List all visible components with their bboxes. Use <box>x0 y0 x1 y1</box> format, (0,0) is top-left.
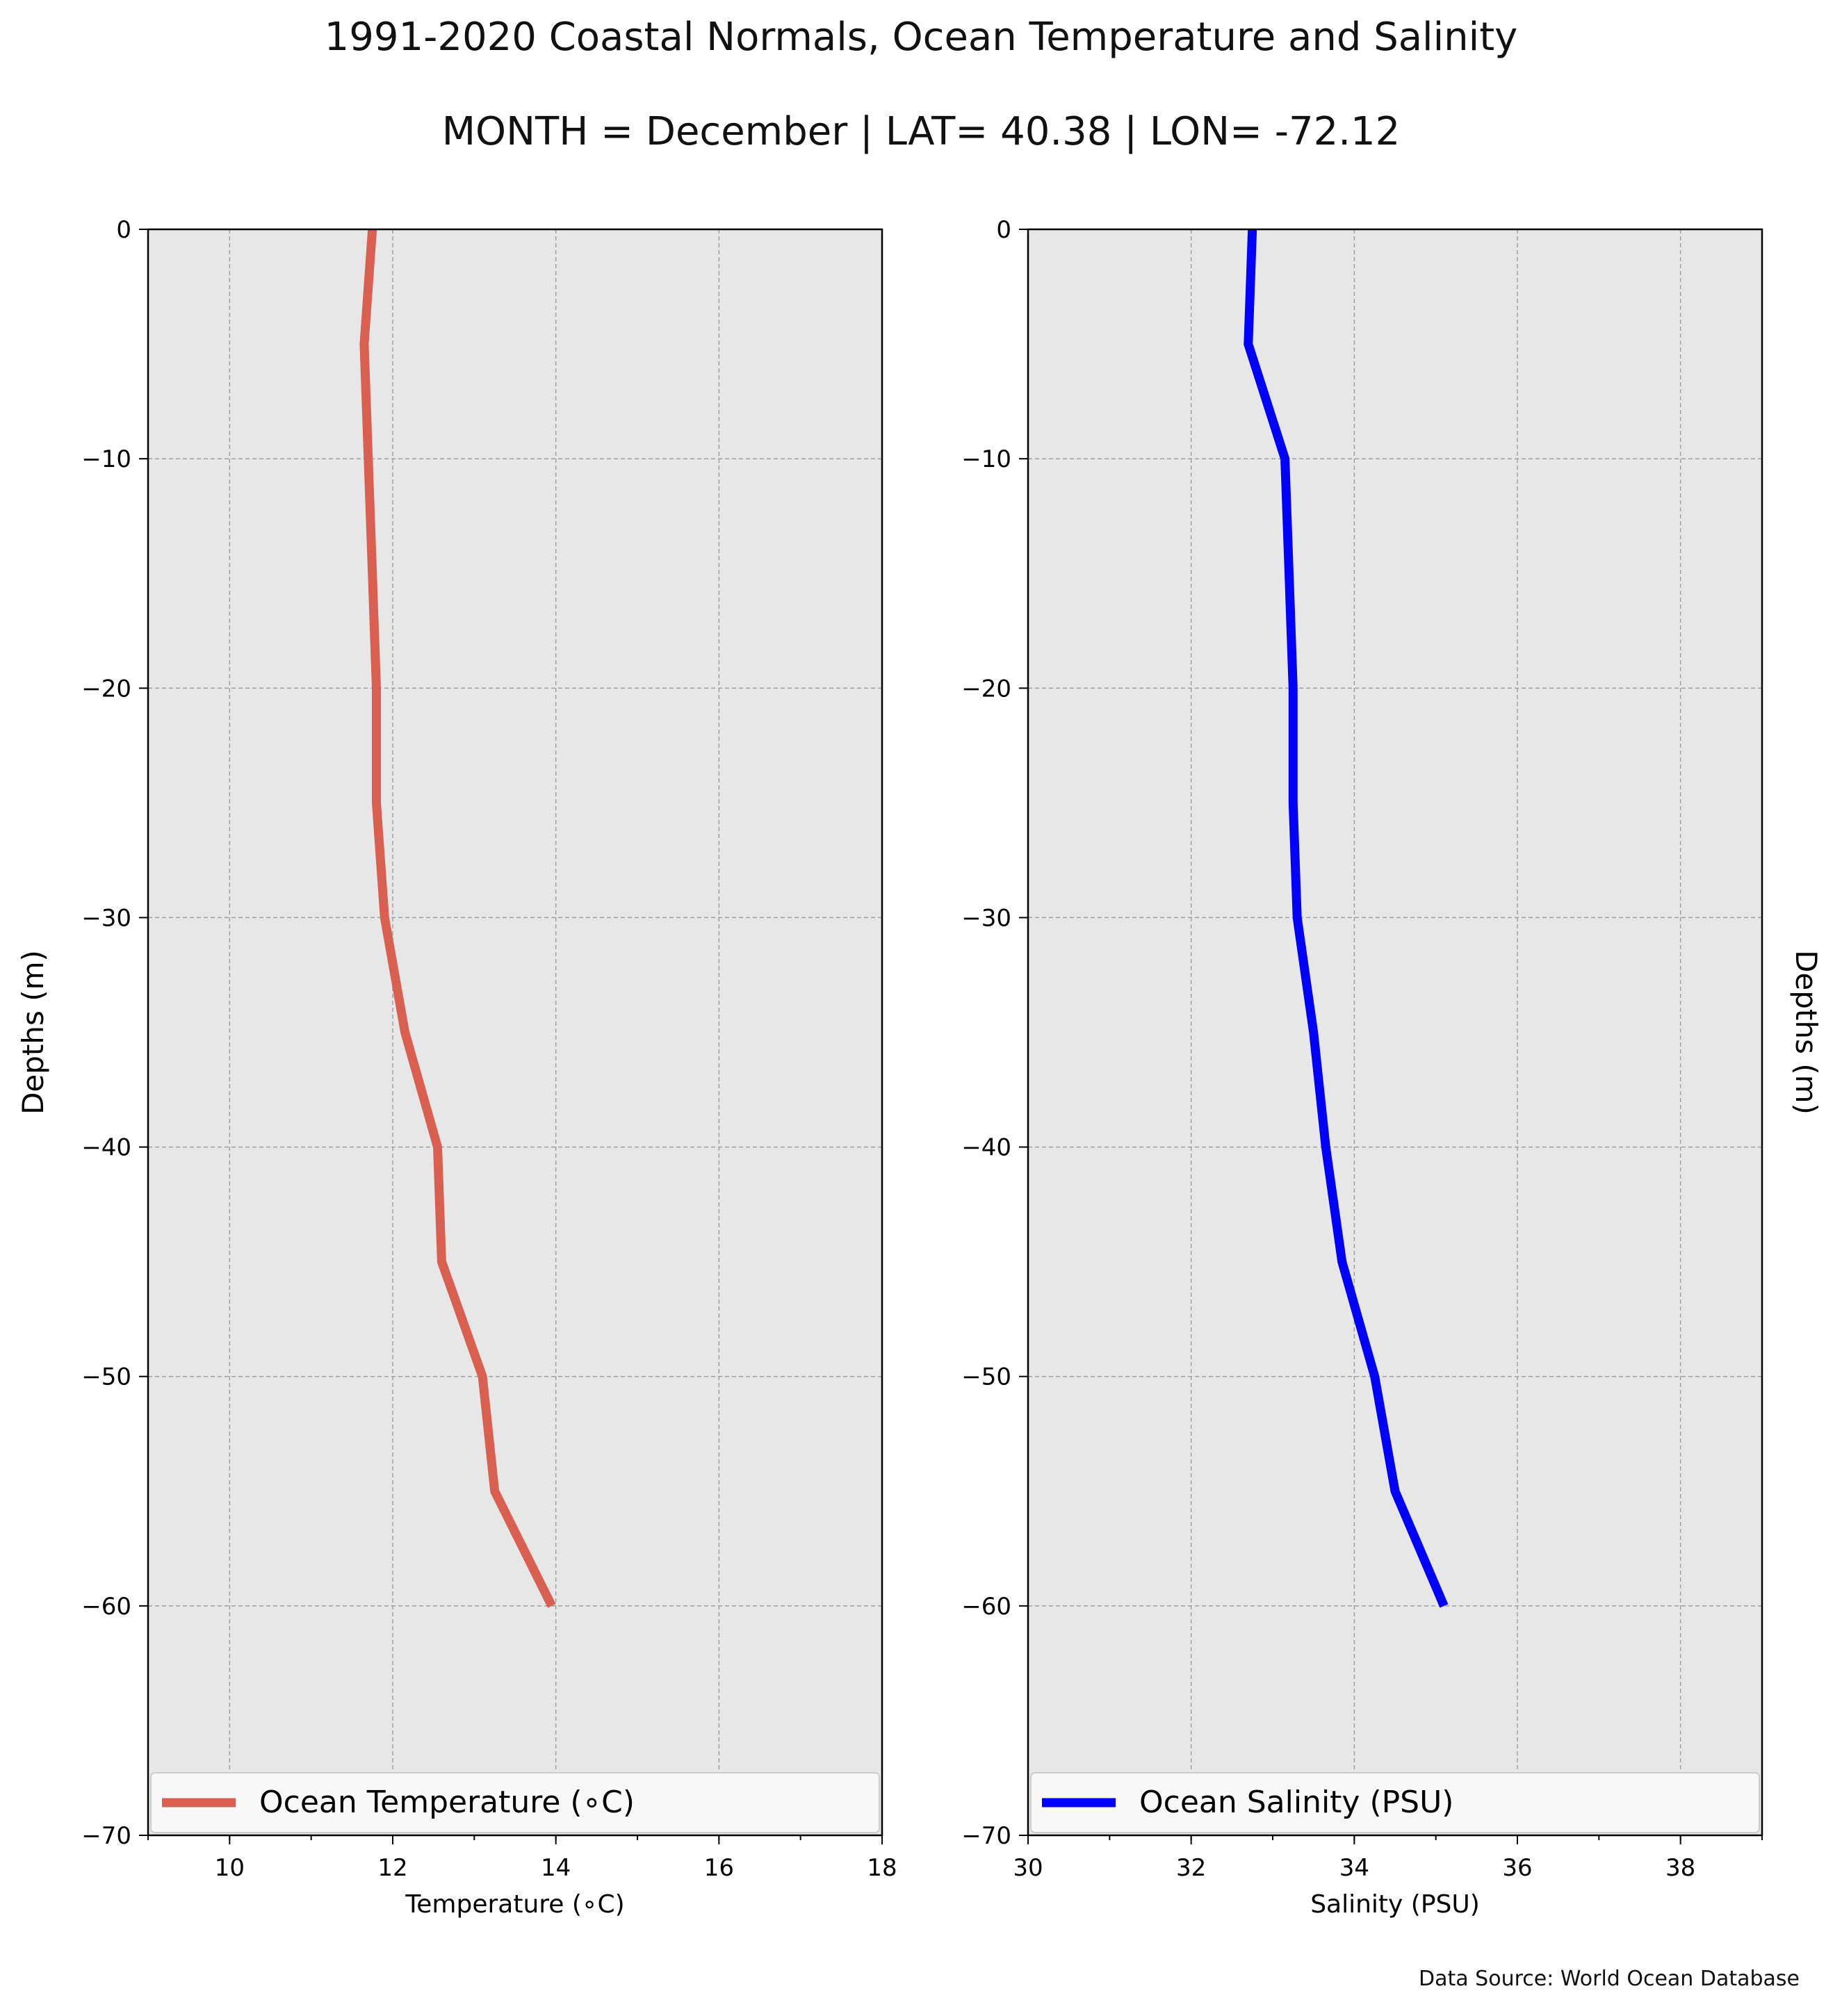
salinity-y-tick-label: −30 <box>961 904 1011 932</box>
temperature-legend-box <box>150 1772 880 1833</box>
temperature-x-tick-label: 14 <box>541 1854 571 1882</box>
salinity-series-line <box>1244 229 1449 1608</box>
salinity-y-tick-label: −50 <box>961 1363 1011 1391</box>
temperature-y-tick-label: −20 <box>81 675 131 703</box>
salinity-y-axis-label: Depths (m) <box>1789 950 1823 1115</box>
salinity-y-tick-label: −20 <box>961 675 1011 703</box>
salinity-legend-label: Ocean Salinity (PSU) <box>1139 1785 1453 1820</box>
salinity-x-tick-label: 30 <box>1013 1854 1043 1882</box>
salinity-axes-frame <box>1027 228 1763 1837</box>
temperature-series-line <box>359 229 556 1608</box>
temperature-axes-frame <box>147 228 883 1837</box>
temperature-plot-area <box>148 229 882 1835</box>
salinity-panel: 30 32 34 36 38 0 −10 −20 −30 −40 −50 −60 −70 Salinity… <box>961 216 1823 1919</box>
salinity-x-tick-label: 36 <box>1502 1854 1532 1882</box>
temperature-x-tick-label: 10 <box>215 1854 245 1882</box>
temperature-y-tick-label: −40 <box>81 1134 131 1162</box>
salinity-x-tick-label: 32 <box>1176 1854 1206 1882</box>
temperature-x-tick-label: 18 <box>867 1854 897 1882</box>
salinity-legend-box <box>1030 1772 1760 1833</box>
salinity-x-tick-label: 38 <box>1665 1854 1695 1882</box>
temperature-legend-label: Ocean Temperature (∘C) <box>259 1785 635 1820</box>
temperature-y-tick-label: −60 <box>81 1593 131 1621</box>
data-source-note: Data Source: World Ocean Database <box>1419 1967 1800 1991</box>
temperature-y-tick-label: −30 <box>81 904 131 932</box>
salinity-y-tick-label: −40 <box>961 1134 1011 1162</box>
salinity-plot-area <box>1028 229 1762 1835</box>
temperature-x-tick-label: 12 <box>377 1854 407 1882</box>
salinity-y-tick-label: −60 <box>961 1593 1011 1621</box>
salinity-y-tick-label: −70 <box>961 1822 1011 1850</box>
temperature-panel: 10 12 14 16 18 0 −10 −20 −30 −40 −50 −60 −70 Temperat… <box>16 216 897 1919</box>
salinity-x-axis-label: Salinity (PSU) <box>1310 1890 1480 1919</box>
temperature-x-axis-label: Temperature (∘C) <box>405 1890 624 1919</box>
temperature-y-axis-label: Depths (m) <box>16 950 50 1115</box>
temperature-x-tick-label: 16 <box>704 1854 734 1882</box>
temperature-y-tick-label: −10 <box>81 445 131 473</box>
salinity-y-tick-label: 0 <box>996 216 1011 244</box>
salinity-x-tick-label: 34 <box>1339 1854 1369 1882</box>
chart-title: 1991-2020 Coastal Normals, Ocean Tempera… <box>324 15 1518 60</box>
temperature-y-tick-label: 0 <box>116 216 131 244</box>
temperature-y-tick-label: −50 <box>81 1363 131 1391</box>
chart-subtitle: MONTH = December | LAT= 40.38 | LON= -72… <box>441 109 1401 154</box>
salinity-y-tick-label: −10 <box>961 445 1011 473</box>
temperature-y-tick-label: −70 <box>81 1822 131 1850</box>
